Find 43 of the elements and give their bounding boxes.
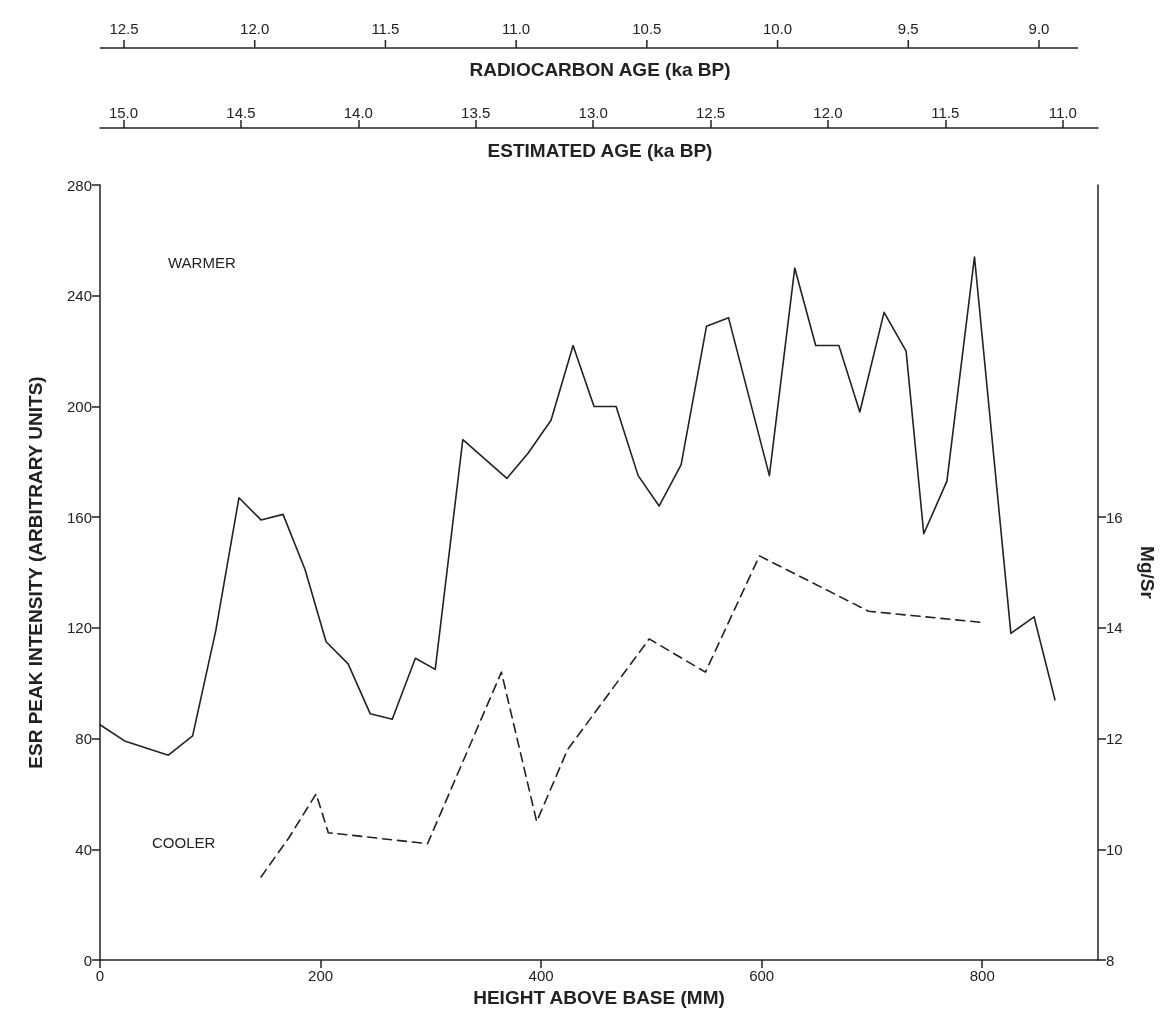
annotation: COOLER xyxy=(152,834,216,851)
text: 10.0 xyxy=(762,20,793,37)
x-tick-label: 400 xyxy=(528,967,554,984)
y-tick-label: 0 xyxy=(83,951,92,969)
x2-tick-label: 11.5 xyxy=(931,104,960,121)
y2-tick-label: 16 xyxy=(1106,508,1123,526)
text: 12.5 xyxy=(109,20,139,37)
y-tick-label: 200 xyxy=(66,397,92,415)
x-tick-label: 600 xyxy=(749,967,775,984)
y-tick-label: 40 xyxy=(75,840,92,858)
x2-tick-label: 14.0 xyxy=(343,104,373,121)
y-tick-label: 120 xyxy=(66,619,92,637)
line-series xyxy=(260,555,982,878)
text: 12.0 xyxy=(240,20,270,37)
y2-axis-title: Mg/Sr xyxy=(1137,546,1158,600)
y2-tick-label: 10 xyxy=(1106,840,1123,858)
x2-tick-label: 12.5 xyxy=(695,104,726,121)
text: 9.5 xyxy=(897,20,919,37)
x2-tick-label: 15.0 xyxy=(108,104,139,121)
text: 10.5 xyxy=(632,20,662,37)
x-tick-label: 800 xyxy=(969,967,995,984)
y-axis-title: ESR PEAK INTENSITY (ARBITRARY UNITS) xyxy=(25,376,46,769)
y2-tick-label: 12 xyxy=(1106,730,1123,748)
y2-tick-label: 8 xyxy=(1106,951,1115,969)
x-tick-label: 0 xyxy=(95,967,105,984)
y-tick-label: 160 xyxy=(66,508,92,526)
x2-axis-title: ESTIMATED AGE (ka BP) xyxy=(487,139,713,161)
annotation: WARMER xyxy=(168,254,236,271)
x-axis-title: HEIGHT ABOVE BASE (MM) xyxy=(473,987,725,1008)
y-tick-label: 240 xyxy=(66,287,92,305)
x2-tick-label: 12.0 xyxy=(813,104,843,121)
text: 9.0 xyxy=(1028,20,1050,37)
y-tick-label: 280 xyxy=(66,176,92,194)
y-tick-label: 80 xyxy=(75,730,92,748)
text: 11.0 xyxy=(502,20,531,37)
x2-tick-label: 13.0 xyxy=(578,104,608,121)
text: RADIOCARBON AGE (ka BP) xyxy=(469,59,731,80)
x2-tick-label: 13.5 xyxy=(461,104,491,121)
y2-tick-label: 14 xyxy=(1106,619,1123,637)
x-tick-label: 200 xyxy=(308,967,334,984)
text: 11.5 xyxy=(371,20,400,37)
x2-tick-label: 14.5 xyxy=(226,104,256,121)
x2-tick-label: 11.0 xyxy=(1048,104,1077,121)
